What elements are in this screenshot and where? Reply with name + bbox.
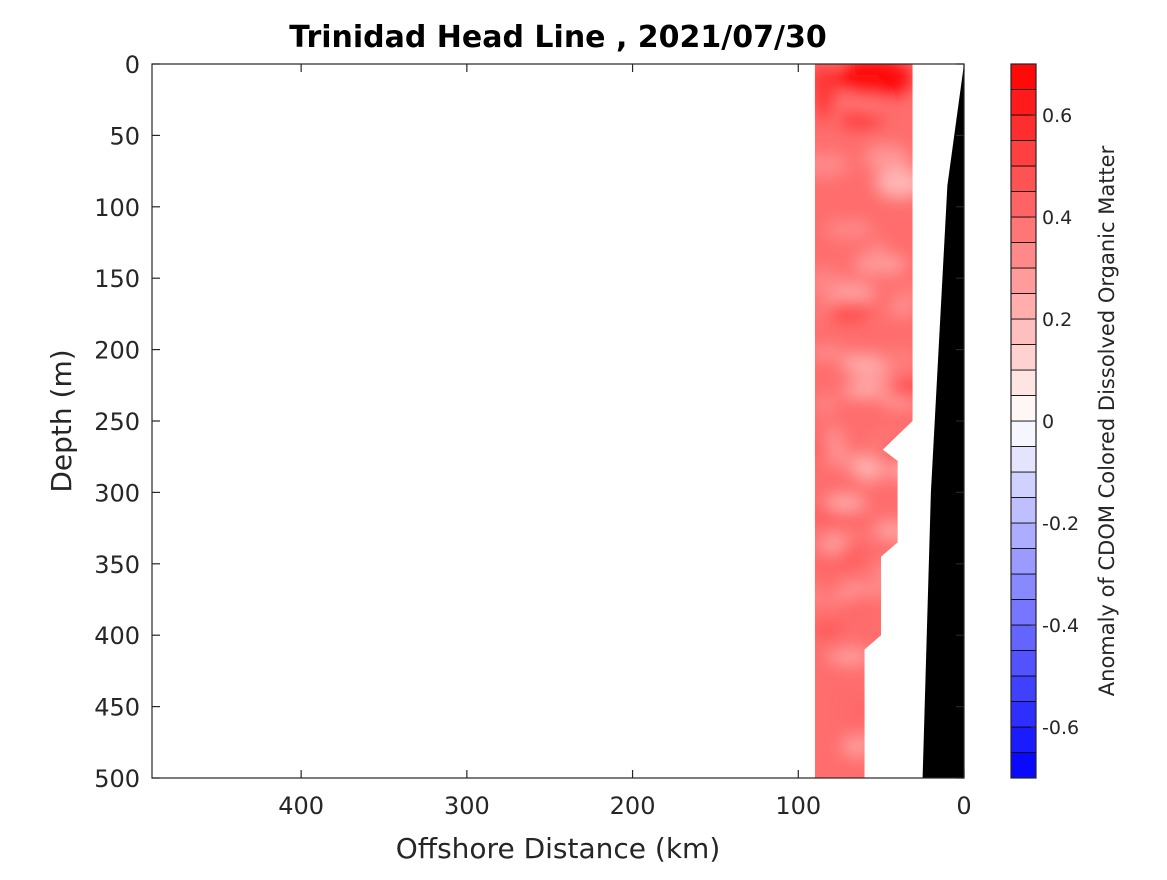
colorbar-swatch: [1010, 624, 1037, 651]
x-axis: 400 300 200 100 0: [278, 64, 972, 820]
y-tick-label: 300: [94, 479, 140, 507]
anomaly-blob: [860, 530, 884, 541]
anomaly-blob: [814, 347, 843, 359]
y-tick-label: 100: [94, 194, 140, 222]
y-tick-label: 500: [94, 765, 140, 793]
colorbar-swatch: [1010, 89, 1037, 116]
colorbar-swatch: [1010, 675, 1037, 702]
anomaly-field: [814, 64, 913, 778]
colorbar-tick-label: -0.2: [1042, 513, 1079, 535]
anomaly-blob: [814, 267, 846, 297]
colorbar-tick-label: 0: [1042, 411, 1054, 433]
colorbar-swatch: [1010, 548, 1037, 575]
y-tick-label: 150: [94, 265, 140, 293]
y-tick-label: 200: [94, 337, 140, 365]
colorbar-swatch: [1010, 573, 1037, 600]
colorbar-swatch: [1010, 420, 1037, 447]
colorbar-swatch: [1010, 752, 1037, 779]
x-tick-label: 300: [444, 792, 490, 820]
colorbar-swatch: [1010, 114, 1037, 141]
anomaly-blob: [887, 304, 913, 316]
anomaly-blob: [875, 168, 913, 199]
y-tick-label: 250: [94, 408, 140, 436]
anomaly-blob: [887, 379, 913, 392]
anomaly-blob: [878, 347, 913, 374]
colorbar-tick-label: 0.6: [1042, 105, 1072, 127]
chart-title: Trinidad Head Line , 2021/07/30: [289, 20, 826, 55]
colorbar-swatch: [1010, 497, 1037, 524]
colorbar-swatch: [1010, 395, 1037, 422]
anomaly-field-clipped: [814, 64, 913, 778]
colorbar-swatch: [1010, 446, 1037, 473]
colorbar-tick-label: -0.6: [1042, 717, 1079, 739]
colorbar-swatch: [1010, 701, 1037, 728]
anomaly-blob: [814, 152, 851, 178]
x-tick-label: 400: [278, 792, 324, 820]
colorbar-swatch: [1010, 650, 1037, 677]
x-tick-label: 100: [775, 792, 821, 820]
anomaly-blob: [852, 455, 887, 483]
y-axis-label: Depth (m): [45, 349, 78, 492]
y-tick-label: 350: [94, 551, 140, 579]
y-axis: 0 50 100 150 200 250 300 350 400 450 500: [94, 51, 964, 793]
anomaly-blob: [841, 385, 884, 398]
anomaly-blob: [824, 230, 866, 245]
x-tick-label: 200: [610, 792, 656, 820]
colorbar-swatch: [1010, 165, 1037, 192]
anomaly-blob: [866, 241, 889, 270]
anomaly-blob: [814, 625, 842, 636]
colorbar-label: Anomaly of CDOM Colored Dissolved Organi…: [1095, 145, 1119, 696]
colorbar-swatch: [1010, 216, 1037, 243]
colorbar-swatch: [1010, 63, 1037, 90]
y-tick-label: 450: [94, 694, 140, 722]
anomaly-blob: [814, 315, 834, 327]
x-tick-label: 0: [956, 792, 971, 820]
colorbar-tick-label: 0.2: [1042, 309, 1072, 331]
colorbar-swatch: [1010, 599, 1037, 626]
colorbar-swatch: [1010, 318, 1037, 345]
anomaly-edge-blob: [814, 64, 838, 123]
anomaly-blob: [815, 392, 836, 418]
x-axis-label: Offshore Distance (km): [396, 832, 721, 865]
anomaly-max-blob: [832, 64, 913, 99]
anomaly-blob: [889, 286, 913, 306]
colorbar-swatch: [1010, 471, 1037, 498]
y-tick-label: 400: [94, 622, 140, 650]
anomaly-blob: [823, 494, 867, 513]
colorbar-swatch: [1010, 267, 1037, 294]
colorbar-tick-label: -0.4: [1042, 615, 1079, 637]
anomaly-field-texture: [814, 64, 913, 759]
anomaly-blob: [824, 426, 845, 456]
colorbar: 0.6 0.4 0.2 0 -0.2 -0.4 -0.6: [1010, 63, 1079, 779]
colorbar-swatch: [1010, 140, 1037, 167]
colorbar-swatch: [1010, 191, 1037, 218]
colorbar-swatch: [1010, 344, 1037, 371]
colorbar-swatch: [1010, 369, 1037, 396]
anomaly-blob: [863, 144, 912, 172]
colorbar-swatch: [1010, 242, 1037, 269]
y-tick-label: 0: [125, 51, 140, 79]
anomaly-blob: [837, 106, 878, 130]
anomaly-blob: [814, 573, 856, 589]
bathymetry-shape: [922, 64, 964, 778]
anomaly-blob: [824, 300, 874, 323]
colorbar-swatch: [1010, 293, 1037, 320]
anomaly-blob: [837, 647, 870, 666]
colorbar-swatch: [1010, 726, 1037, 753]
y-tick-label: 50: [109, 122, 140, 150]
colorbar-tick-label: 0.4: [1042, 207, 1072, 229]
colorbar-swatch: [1010, 522, 1037, 549]
